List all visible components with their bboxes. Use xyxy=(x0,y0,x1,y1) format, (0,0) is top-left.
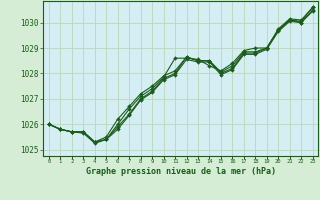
X-axis label: Graphe pression niveau de la mer (hPa): Graphe pression niveau de la mer (hPa) xyxy=(86,167,276,176)
